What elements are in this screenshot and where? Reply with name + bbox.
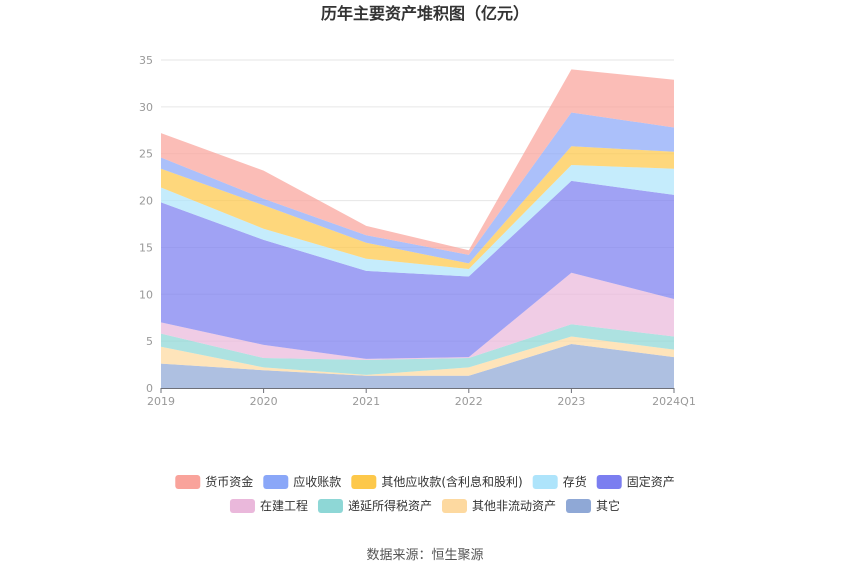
area-series-存货 (161, 165, 674, 277)
y-tick-label: 35 (139, 54, 153, 67)
legend-swatch (263, 475, 289, 489)
legend-label: 应收账款 (293, 474, 341, 489)
area-series-固定资产 (161, 180, 674, 359)
legend-label: 递延所得税资产 (348, 498, 432, 513)
area-layer (161, 69, 674, 388)
area-series-递延所得税资产 (161, 324, 674, 375)
legend-label: 其它 (596, 498, 620, 513)
area-series-其它 (161, 344, 674, 388)
x-tick-label: 2020 (250, 395, 278, 408)
y-tick-label: 20 (139, 195, 153, 208)
legend-swatch (175, 475, 201, 489)
legend-label: 在建工程 (260, 498, 308, 513)
legend-item-固定资产[interactable]: 固定资产 (596, 474, 675, 489)
x-tick-label: 2024Q1 (652, 395, 696, 408)
x-tick-label: 2021 (352, 395, 380, 408)
x-tick-label: 2023 (557, 395, 585, 408)
legend-label: 固定资产 (627, 474, 675, 489)
y-tick-label: 25 (139, 148, 153, 161)
data-source-note: 数据来源：恒生聚源 (366, 548, 483, 563)
area-series-货币资金 (161, 69, 674, 255)
legend-item-其它[interactable]: 其它 (566, 498, 620, 513)
legend-swatch (566, 499, 592, 513)
x-tick-label: 2022 (455, 395, 483, 408)
legend-item-存货[interactable]: 存货 (532, 474, 587, 489)
area-series-其他应收款-含利息和股利- (161, 146, 674, 269)
legend-label: 货币资金 (205, 474, 253, 489)
legend-item-应收账款[interactable]: 应收账款 (263, 474, 341, 489)
legend-item-货币资金[interactable]: 货币资金 (175, 474, 253, 489)
area-series-应收账款 (161, 112, 674, 264)
x-tick-label: 2019 (147, 395, 175, 408)
legend-swatch (442, 499, 467, 513)
legend-swatch (229, 499, 255, 513)
y-tick-label: 10 (139, 288, 153, 301)
legend-item-在建工程[interactable]: 在建工程 (229, 498, 308, 513)
legend-label: 其他应收款(含利息和股利) (381, 474, 522, 489)
legend-label: 其他非流动资产 (472, 499, 556, 513)
y-tick-label: 5 (146, 335, 153, 348)
y-tick-label: 15 (139, 241, 153, 254)
legend-item-递延所得税资产[interactable]: 递延所得税资产 (317, 498, 432, 513)
y-tick-label: 0 (146, 382, 153, 395)
legend-swatch (596, 475, 622, 489)
y-tick-label: 30 (139, 101, 153, 114)
legend-item-其他应收款-含利息和股利-[interactable]: 其他应收款(含利息和股利) (351, 474, 523, 489)
legend-item-其他非流动资产[interactable]: 其他非流动资产 (442, 499, 556, 513)
area-series-其他非流动资产 (161, 336, 674, 376)
legend-label: 存货 (563, 474, 587, 489)
axes: 0 5 10 15 20 25 30 35 2019 2020 2021 2022 2023 2024Q1 (139, 54, 696, 408)
legend-swatch (532, 475, 558, 489)
chart-title: 历年主要资产堆积图（亿元） (321, 4, 529, 23)
legend-swatch (351, 475, 377, 489)
area-series-在建工程 (161, 272, 674, 360)
legend-swatch (317, 499, 343, 513)
